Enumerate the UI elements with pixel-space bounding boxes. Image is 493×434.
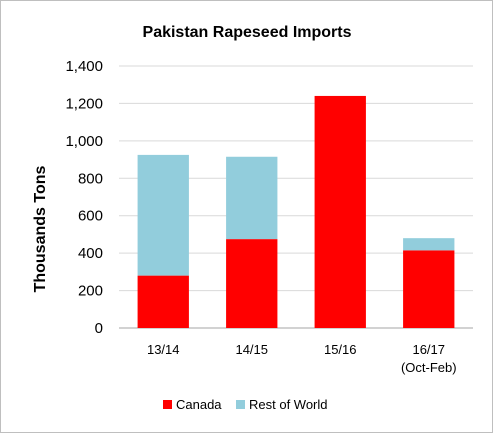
bar-canada — [403, 250, 455, 328]
y-axis-ticks: 0 200 400 600 800 1,000 1,200 1,400 — [65, 58, 103, 337]
bar-rest-of-world — [403, 238, 455, 251]
chart-title: Pakistan Rapeseed Imports — [143, 24, 352, 41]
x-category-label: 13/14 — [147, 342, 180, 357]
y-tick-label: 1,400 — [65, 58, 103, 75]
y-tick-label: 1,200 — [65, 95, 103, 112]
y-tick-label: 800 — [78, 170, 103, 187]
legend-label: Canada — [176, 397, 222, 412]
x-category-label: 15/16 — [324, 342, 357, 357]
y-tick-label: 400 — [78, 245, 103, 262]
bars — [137, 95, 455, 328]
y-tick-label: 200 — [78, 283, 103, 300]
x-category-sublabel: (Oct-Feb) — [401, 360, 457, 375]
legend-swatch — [236, 400, 245, 409]
y-tick-label: 0 — [95, 320, 103, 337]
legend-swatch — [163, 400, 172, 409]
bar-rest-of-world — [226, 156, 278, 240]
bar-canada — [137, 275, 189, 328]
x-category-label: 14/15 — [235, 342, 268, 357]
bar-rest-of-world — [137, 154, 189, 276]
y-tick-label: 600 — [78, 208, 103, 225]
bar-canada — [314, 95, 366, 328]
y-tick-label: 1,000 — [65, 133, 103, 150]
x-category-label: 16/17 — [412, 342, 445, 357]
y-axis-label: Thousands Tons — [32, 165, 49, 292]
legend: Canada Rest of World — [163, 397, 328, 412]
legend-label: Rest of World — [249, 397, 328, 412]
bar-canada — [226, 239, 278, 328]
x-axis-categories: 13/14 14/15 15/16 16/17 (Oct-Feb) — [147, 342, 457, 375]
